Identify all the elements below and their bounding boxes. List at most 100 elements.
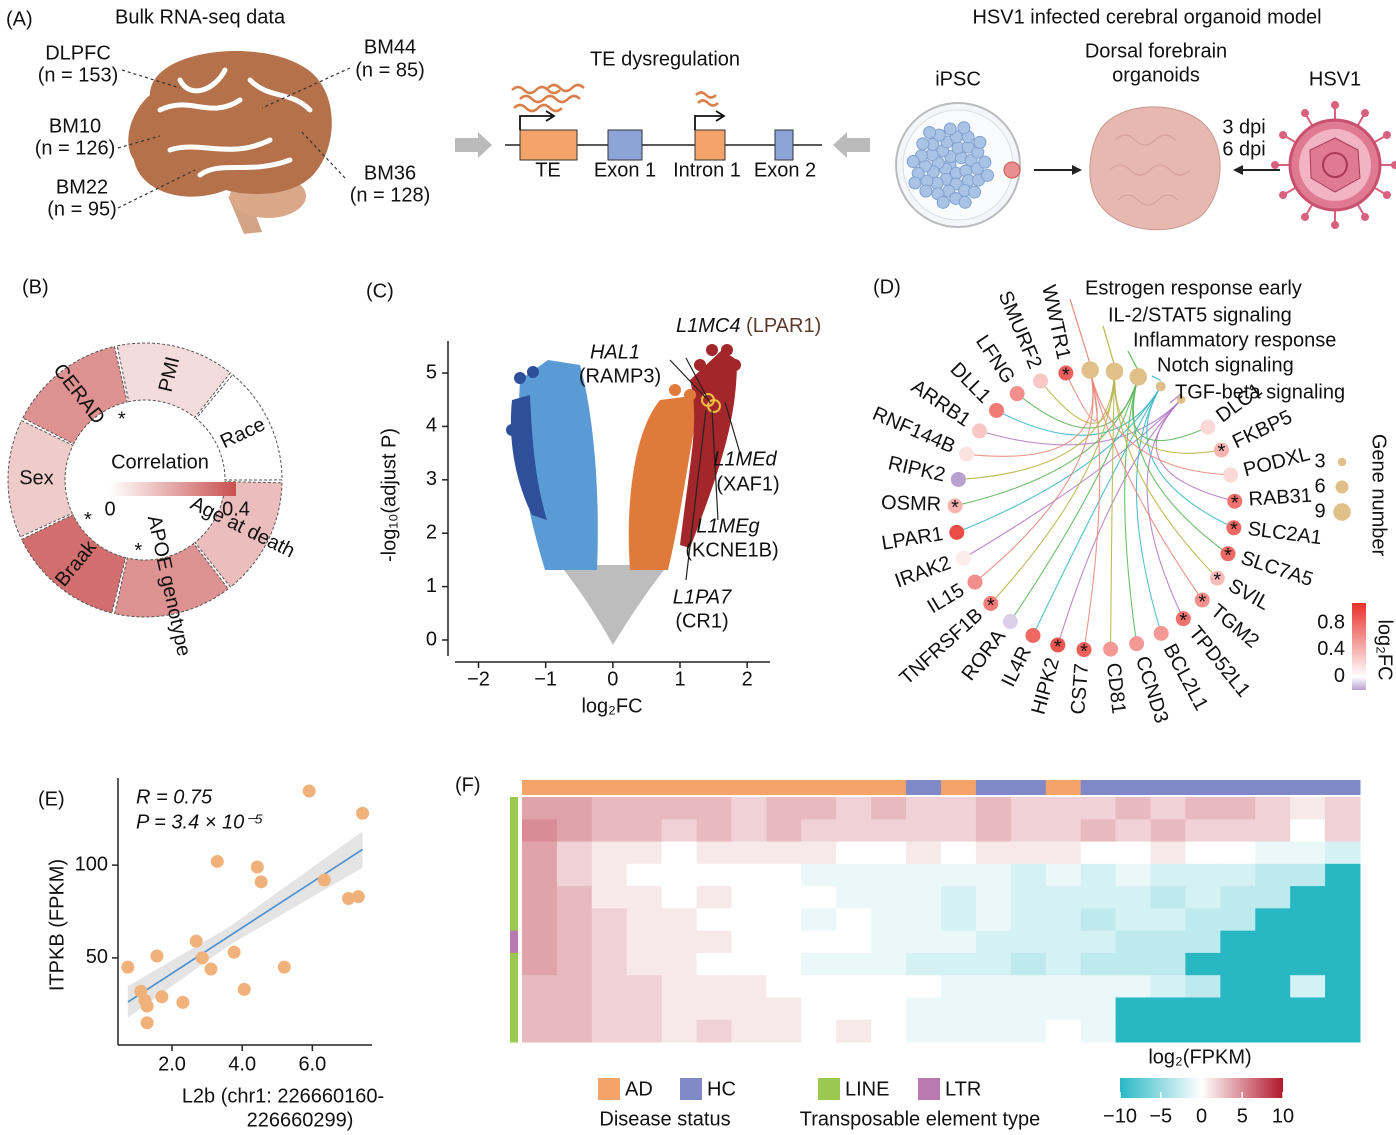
spike-tip bbox=[1279, 131, 1288, 139]
pathway-node bbox=[1176, 395, 1186, 404]
heat-cell bbox=[731, 1019, 767, 1043]
heat-cell bbox=[696, 886, 732, 909]
heat-cell bbox=[906, 952, 942, 976]
gene-node bbox=[1194, 592, 1210, 608]
size-legend-title: Gene number bbox=[1368, 434, 1390, 557]
heat-cell bbox=[1080, 863, 1117, 887]
heat-cell bbox=[836, 797, 872, 820]
heat-cell bbox=[661, 1019, 698, 1043]
heat-cell bbox=[1150, 1019, 1186, 1043]
heat-cell bbox=[591, 952, 628, 976]
spike-tip bbox=[1382, 191, 1391, 199]
heat-cell bbox=[1185, 797, 1221, 820]
heat-cell bbox=[1325, 841, 1361, 865]
status-cell bbox=[871, 780, 907, 795]
type-cell bbox=[510, 930, 518, 954]
heat-cell bbox=[556, 1019, 593, 1043]
spike bbox=[1356, 114, 1365, 127]
edge bbox=[1009, 376, 1139, 622]
heat-cell bbox=[975, 930, 1012, 954]
heat-cell bbox=[1150, 930, 1186, 954]
confidence-band bbox=[127, 831, 363, 1018]
heat-cell bbox=[1080, 819, 1117, 843]
cell bbox=[943, 122, 957, 136]
heat-cell bbox=[1325, 863, 1361, 887]
heat-cell bbox=[626, 908, 663, 932]
heat-cell bbox=[1255, 886, 1291, 909]
heat-cell bbox=[906, 819, 942, 843]
gene-node bbox=[983, 595, 999, 611]
heat-cell bbox=[1255, 997, 1291, 1021]
stat-label: P = 3.4 × 10⁻⁵ bbox=[136, 811, 263, 833]
heat-cell bbox=[801, 997, 837, 1021]
heat-cell bbox=[1290, 819, 1326, 843]
gene-node bbox=[956, 550, 972, 566]
heat-cell bbox=[1115, 819, 1151, 843]
edge bbox=[1146, 399, 1184, 619]
heat-cell bbox=[522, 952, 558, 976]
heat-cell bbox=[591, 886, 628, 909]
region-name: BM36 bbox=[364, 162, 416, 184]
legend-swatch bbox=[680, 1078, 702, 1100]
significance-mark: * bbox=[1224, 545, 1232, 567]
annotation-gene: HAL1 bbox=[590, 341, 640, 363]
legend-label: LTR bbox=[945, 1078, 981, 1100]
edge bbox=[990, 371, 1116, 604]
edge bbox=[996, 386, 1162, 436]
cell bbox=[973, 135, 987, 149]
significance-mark: * bbox=[118, 408, 126, 430]
heat-cell bbox=[1220, 952, 1256, 976]
cell bbox=[906, 155, 920, 169]
type-cell bbox=[510, 975, 518, 998]
significance-mark: * bbox=[1218, 441, 1226, 463]
donut-segment bbox=[7, 419, 74, 538]
heat-cell bbox=[1290, 863, 1326, 887]
colorbar-tick-label: 10 bbox=[1272, 1105, 1294, 1127]
gene-label: RAB31 bbox=[1248, 485, 1313, 511]
type-cell bbox=[510, 863, 518, 887]
heat-cell bbox=[975, 819, 1012, 843]
heat-cell bbox=[1080, 975, 1117, 998]
heat-cell bbox=[1010, 797, 1047, 820]
size-legend-label: 3 bbox=[1314, 450, 1325, 472]
heat-cell bbox=[556, 908, 593, 932]
heat-cell bbox=[556, 997, 593, 1021]
heat-cell bbox=[696, 908, 732, 932]
annotation-target: (XAF1) bbox=[716, 473, 779, 495]
spike bbox=[1284, 186, 1297, 195]
significance-mark: * bbox=[951, 497, 959, 519]
cell bbox=[923, 125, 937, 139]
status-cell bbox=[1080, 780, 1117, 795]
heat-cell bbox=[906, 975, 942, 998]
x-tick-label: 2 bbox=[742, 668, 753, 690]
status-cell bbox=[522, 780, 558, 795]
color-legend-title: log₂FC bbox=[1374, 619, 1396, 680]
annotation-target: (CR1) bbox=[675, 610, 728, 632]
heat-cell bbox=[1115, 841, 1151, 865]
heat-cell bbox=[1045, 930, 1082, 954]
status-cell bbox=[731, 780, 767, 795]
colorbar-tick-label: 5 bbox=[1237, 1105, 1248, 1127]
pathway-label: Inflammatory response bbox=[1133, 329, 1336, 351]
organoid-label: organoids bbox=[1112, 64, 1200, 86]
heat-cell bbox=[1045, 952, 1082, 976]
heat-cell bbox=[1150, 863, 1186, 887]
heat-cell bbox=[941, 819, 977, 843]
heat-cell bbox=[556, 863, 593, 887]
heat-cell bbox=[766, 797, 802, 820]
gene-label: SLC2A1 bbox=[1246, 518, 1323, 549]
region-name: DLPFC bbox=[45, 42, 111, 64]
panel-label: (E) bbox=[38, 788, 65, 810]
point bbox=[351, 890, 365, 904]
status-cell bbox=[836, 780, 872, 795]
gene-node bbox=[1153, 625, 1169, 641]
heat-cell bbox=[661, 952, 698, 976]
ipsc-label: iPSC bbox=[935, 68, 981, 90]
significance-mark: * bbox=[1198, 591, 1206, 613]
heat-cell bbox=[801, 930, 837, 954]
status-cell bbox=[1185, 780, 1221, 795]
heat-cell bbox=[1255, 975, 1291, 998]
heat-cell bbox=[1150, 797, 1186, 820]
